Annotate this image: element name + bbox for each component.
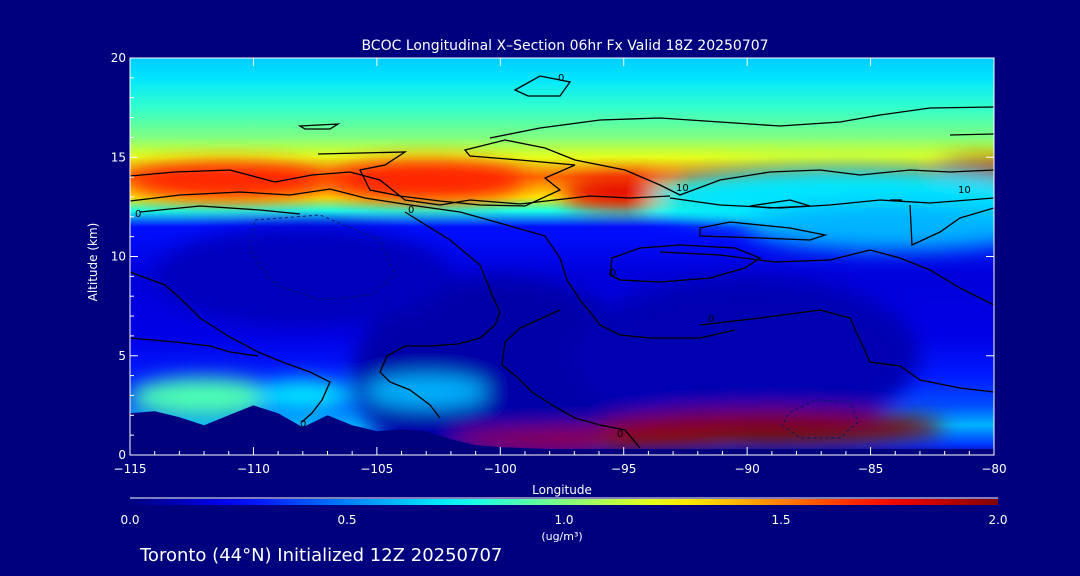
y-tick-label: 15 — [111, 150, 126, 164]
colorbar-tick-label: 1.0 — [554, 513, 573, 527]
contour-line — [513, 75, 572, 97]
concentration-blob — [130, 377, 279, 418]
contour-line — [489, 106, 994, 139]
colorbar-tick-label: 0.0 — [120, 513, 139, 527]
contour-label: 0 — [617, 429, 623, 440]
plot-area: 0 0 0 0 0 0 0 10 10 — [129, 57, 995, 456]
run-info-subtitle: Toronto (44°N) Initialized 12Z 20250707 — [139, 545, 502, 566]
contour-line — [699, 309, 994, 393]
concentration-blob — [352, 276, 649, 455]
colorbar-tick-label: 0.5 — [337, 513, 356, 527]
y-axis-label: Altitude (km) — [86, 223, 100, 302]
contour-label: 0 — [135, 209, 141, 220]
contour-line — [379, 211, 501, 419]
contour-label: 0 — [708, 314, 714, 325]
colorbar-strip — [130, 499, 998, 505]
x-tick-label: −100 — [484, 462, 517, 476]
x-tick-label: −105 — [360, 462, 393, 476]
contour-line — [297, 123, 341, 130]
colorbar-unit-label: (ug/m³) — [541, 530, 582, 543]
contour-label: 10 — [958, 185, 971, 196]
negative-contour — [249, 214, 396, 301]
y-axis: 0 5 10 15 20 — [111, 51, 994, 462]
contour-label: 0 — [558, 73, 564, 84]
concentration-blob — [574, 276, 920, 436]
contour-line — [501, 309, 641, 449]
contour-line — [130, 169, 671, 206]
x-tick-label: −90 — [734, 462, 759, 476]
x-tick-label: −115 — [114, 462, 147, 476]
contour-labels: 0 0 0 0 0 0 0 10 10 — [135, 73, 971, 440]
concentration-blob — [253, 379, 353, 412]
contour-line — [317, 139, 994, 207]
concentration-blobs — [130, 159, 994, 455]
colorbar-ticks: 0.0 0.5 1.0 1.5 2.0 — [120, 513, 1007, 527]
contour-label: 0 — [408, 205, 414, 216]
contour-line — [749, 199, 811, 209]
contour-label: 10 — [676, 183, 689, 194]
x-tick-label: −95 — [611, 462, 636, 476]
concentration-blob — [154, 226, 451, 326]
y-tick-label: 0 — [118, 448, 126, 462]
negative-contour — [781, 399, 859, 439]
contour-lines — [130, 75, 994, 449]
x-tick-label: −80 — [981, 462, 1006, 476]
contour-line — [699, 221, 828, 241]
y-tick-label: 10 — [111, 250, 126, 264]
concentration-blob — [327, 161, 525, 201]
contour-line — [130, 271, 331, 423]
x-axis-label: Longitude — [532, 483, 592, 497]
colorbar: 0.0 0.5 1.0 1.5 2.0 (ug/m³) — [120, 497, 1008, 543]
contour-label: 0 — [610, 268, 616, 279]
contour-line — [139, 205, 301, 215]
chart-title: BCOC Longitudinal X–Section 06hr Fx Vali… — [361, 38, 768, 54]
contour-line — [130, 188, 461, 213]
concentration-blob — [450, 429, 748, 450]
y-tick-label: 20 — [111, 51, 126, 65]
y-tick-label: 5 — [118, 349, 126, 363]
contour-line — [459, 211, 736, 339]
contour-line — [130, 337, 259, 357]
x-axis: −115 −110 −105 −100 −95 −90 −85 −80 — [114, 58, 1007, 476]
contour-line — [609, 244, 762, 283]
dashed-contours — [249, 214, 859, 439]
contour-line — [909, 204, 994, 246]
contour-line — [669, 197, 994, 209]
contour-line — [949, 133, 994, 136]
x-tick-label: −110 — [237, 462, 270, 476]
contour-label: 0 — [300, 419, 306, 430]
terrain-mask — [130, 405, 994, 455]
x-tick-label: −85 — [858, 462, 883, 476]
contour-line — [659, 249, 994, 306]
concentration-blob — [747, 202, 994, 251]
colorbar-tick-label: 2.0 — [988, 513, 1007, 527]
colorbar-tick-label: 1.5 — [771, 513, 790, 527]
